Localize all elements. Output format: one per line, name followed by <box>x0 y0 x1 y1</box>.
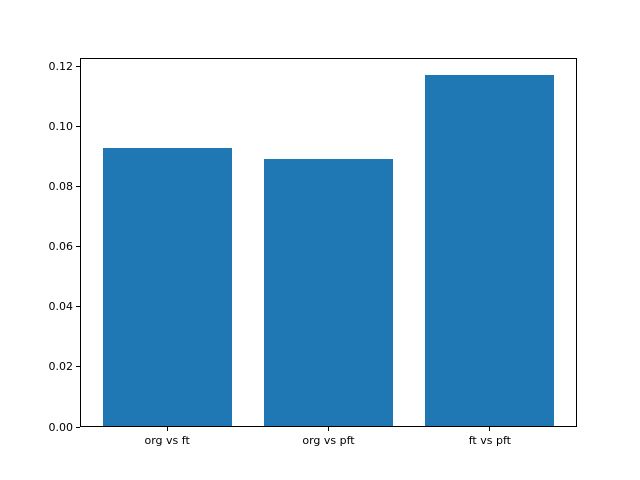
y-tick-label: 0.10 <box>48 120 74 133</box>
y-tick-label: 0.12 <box>48 59 74 73</box>
x-tick-label: org vs pft <box>302 434 355 447</box>
y-tick-mark <box>76 186 80 188</box>
x-tick-mark <box>166 427 168 431</box>
y-tick-mark <box>76 426 80 428</box>
y-tick-label: 0.04 <box>48 300 74 314</box>
y-tick-label: 0.00 <box>48 420 74 434</box>
y-tick-mark <box>76 126 80 127</box>
x-tick-mark <box>489 427 491 431</box>
y-tick-label: 0.06 <box>48 240 74 254</box>
x-tick-label: org vs ft <box>144 434 190 447</box>
bar-ft-vs-pft <box>425 75 555 426</box>
y-tick-mark <box>76 65 80 67</box>
y-tick-label: 0.02 <box>48 360 74 374</box>
x-tick-mark <box>328 427 329 431</box>
x-tick-label: ft vs pft <box>468 434 511 447</box>
bar-org-vs-pft <box>263 159 394 426</box>
plot-area <box>80 58 577 427</box>
y-tick-mark <box>76 246 80 248</box>
y-tick-label: 0.08 <box>48 180 74 194</box>
bar-org-vs-ft <box>102 148 232 426</box>
y-tick-mark <box>76 306 80 308</box>
y-tick-mark <box>76 366 80 368</box>
